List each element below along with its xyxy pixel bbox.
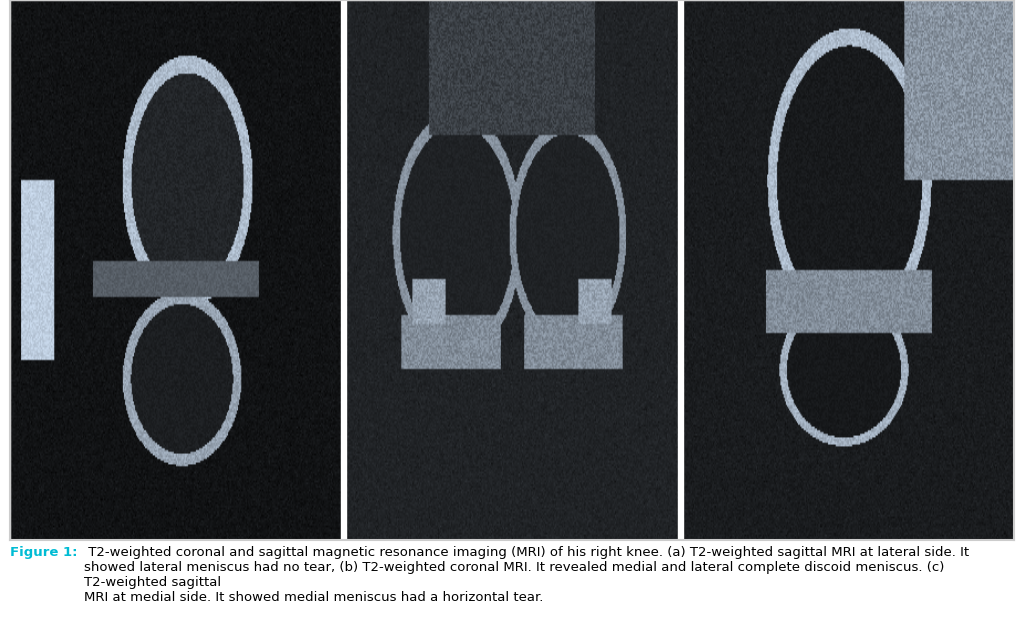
Text: T2-weighted coronal and sagittal magnetic resonance imaging (MRI) of his right k: T2-weighted coronal and sagittal magneti…: [84, 546, 969, 604]
Text: Figure 1:: Figure 1:: [10, 546, 78, 559]
